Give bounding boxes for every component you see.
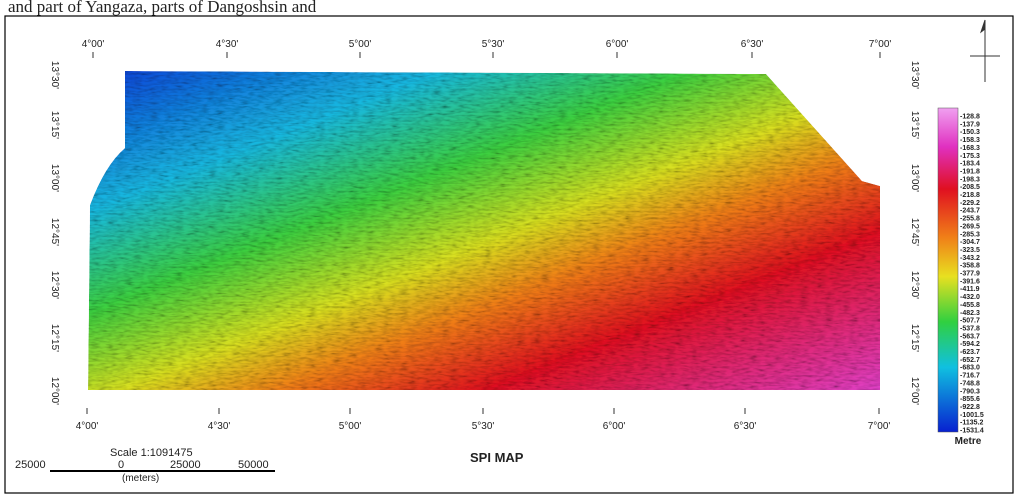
north-arrow [970,20,1000,82]
map-figure: and part of Yangaza, parts of Dangoshsin… [0,0,1018,497]
bottom-tick-label: 6°30' [734,421,757,432]
legend-label: -482.3 [960,310,980,317]
legend-label: -198.3 [960,176,980,183]
legend-label: -748.8 [960,380,980,387]
right-tick-label: 12°45' [909,218,920,246]
legend-label: -537.8 [960,325,980,332]
legend-label: -229.2 [960,200,980,207]
page: and part of Yangaza, parts of Dangoshsin… [0,0,1018,497]
left-tick-label: 13°30' [49,61,60,89]
legend-label: -455.8 [960,302,980,309]
left-tick-label: 12°00' [49,377,60,405]
top-tick-label: 4°00' [82,39,105,50]
legend-label: -922.8 [960,404,980,411]
left-tick-label: 13°15' [49,111,60,139]
legend-label: -1001.5 [960,412,984,419]
legend-label: -716.7 [960,373,980,380]
scale-label: 25000 [170,459,201,471]
colorbar [938,108,958,432]
legend-label: -594.2 [960,341,980,348]
scale-unit: (meters) [122,473,159,484]
legend-unit: Metre [955,436,982,447]
legend-label: -191.8 [960,168,980,175]
right-tick-label: 12°30' [909,271,920,299]
top-tick-label: 7°00' [869,39,892,50]
left-tick-label: 12°15' [49,324,60,352]
scale-label: 50000 [238,459,269,471]
bottom-tick-label: 4°00' [76,421,99,432]
legend-label: -175.3 [960,153,980,160]
legend-label: -343.2 [960,255,980,262]
left-tick-label: 12°30' [49,271,60,299]
legend-label: -411.9 [960,286,980,293]
map-title: SPI MAP [470,450,524,465]
legend-label: -285.3 [960,231,980,238]
bottom-tick-label: 5°30' [472,421,495,432]
legend-label: -391.6 [960,278,980,285]
legend-label: -563.7 [960,333,980,340]
top-tick-label: 4°30' [216,39,239,50]
spi-raster [88,71,880,390]
legend-label: -377.9 [960,271,980,278]
legend-label: -168.3 [960,145,980,152]
legend-label: -128.8 [960,114,980,121]
legend-label: -1531.4 [960,428,984,435]
right-tick-label: 13°00' [909,164,920,192]
legend-label: -623.7 [960,349,980,356]
legend-label: -137.9 [960,121,980,128]
bottom-tick-label: 4°30' [208,421,231,432]
right-tick-label: 13°15' [909,111,920,139]
scale-text: Scale 1:1091475 [110,447,193,459]
bottom-tick-label: 7°00' [868,421,891,432]
right-tick-label: 13°30' [909,61,920,89]
scale-label: 25000 [15,459,46,471]
legend-label: -507.7 [960,318,980,325]
header-text: and part of Yangaza, parts of Dangoshsin… [8,0,317,16]
top-tick-label: 6°00' [606,39,629,50]
left-tick-label: 13°00' [49,164,60,192]
legend-label: -150.3 [960,129,980,136]
legend-label: -158.3 [960,137,980,144]
legend-label: -255.8 [960,216,980,223]
legend-label: -269.5 [960,223,980,230]
legend-label: -1135.2 [960,420,983,427]
legend-label: -790.3 [960,388,980,395]
legend-label: -358.8 [960,263,980,270]
legend-label: -183.4 [960,161,980,168]
top-tick-label: 5°00' [349,39,372,50]
legend-label: -855.6 [960,396,980,403]
scale-label: 0 [118,459,124,471]
bottom-tick-label: 6°00' [603,421,626,432]
legend-label: -323.5 [960,247,980,254]
legend-label: -683.0 [960,365,980,372]
bottom-tick-label: 5°00' [339,421,362,432]
right-tick-label: 12°00' [909,377,920,405]
top-tick-label: 6°30' [741,39,764,50]
legend-label: -304.7 [960,239,980,246]
legend-label: -218.8 [960,192,980,199]
legend-label: -432.0 [960,294,980,301]
left-tick-label: 12°45' [49,218,60,246]
legend-label: -208.5 [960,184,980,191]
top-tick-label: 5°30' [482,39,505,50]
legend-label: -243.7 [960,208,980,215]
right-tick-label: 12°15' [909,324,920,352]
legend-label: -652.7 [960,357,980,364]
